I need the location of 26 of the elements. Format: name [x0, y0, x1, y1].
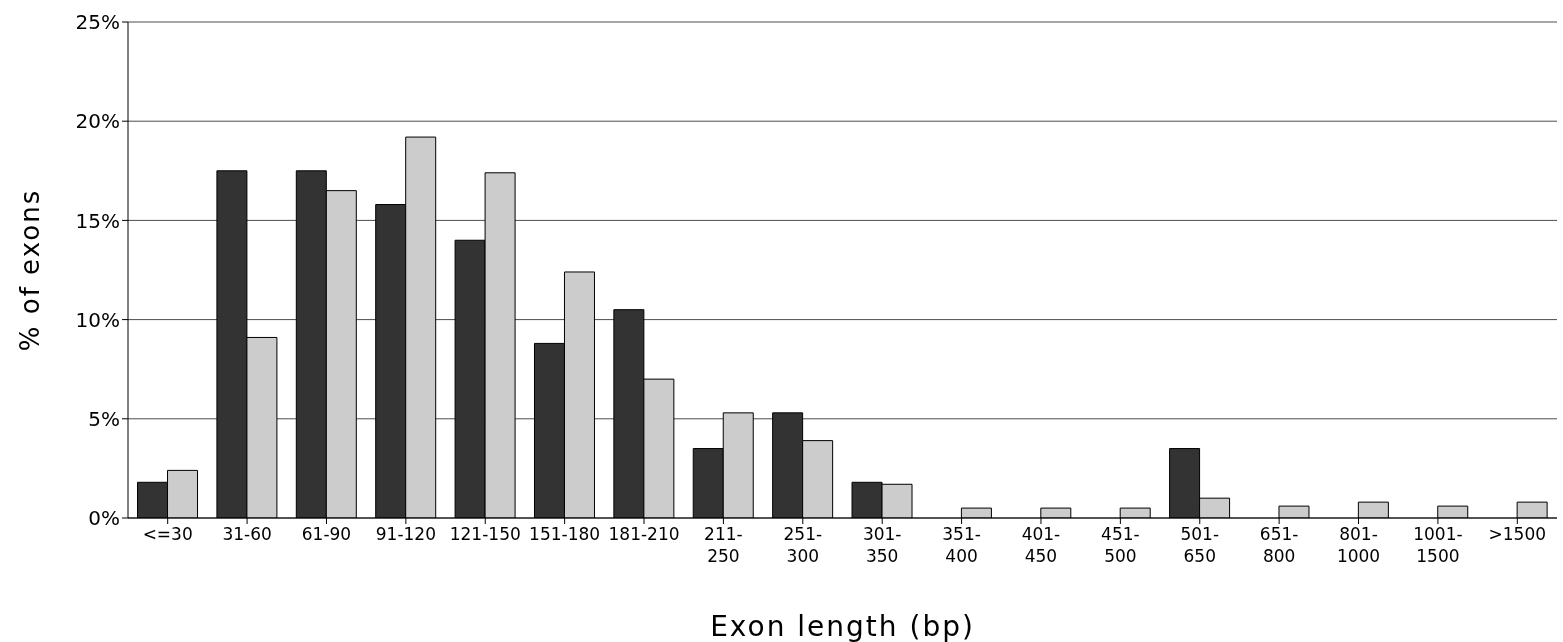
- y-tick-label: 0%: [88, 506, 120, 531]
- x-tick-label: 61-90: [301, 524, 352, 544]
- x-tick-label: 401- 450: [1021, 524, 1061, 566]
- y-tick-label: 15%: [75, 208, 120, 233]
- x-tick-label: 1001- 1500: [1413, 524, 1463, 566]
- y-axis-title: % of exons: [15, 188, 46, 352]
- y-tick-label: 20%: [75, 109, 120, 134]
- x-tick-label: 651- 800: [1259, 524, 1299, 566]
- x-tick-label: 301- 350: [862, 524, 902, 566]
- y-tick-label: 10%: [75, 307, 120, 332]
- x-tick-label: 91-120: [375, 524, 436, 544]
- x-tick-label: 181-210: [608, 524, 680, 544]
- x-tick-label: 251- 300: [783, 524, 823, 566]
- x-tick-label: 451- 500: [1101, 524, 1140, 566]
- y-tick-label: 25%: [75, 10, 120, 35]
- x-tick-label: >1500: [1488, 524, 1547, 544]
- x-tick-label: 211- 250: [704, 524, 743, 566]
- x-tick-label: 31-60: [222, 524, 272, 544]
- x-tick-label: 121-150: [449, 524, 521, 544]
- y-tick-label: 5%: [88, 406, 120, 431]
- x-tick-label: 351- 400: [942, 524, 981, 566]
- x-axis-title: Exon length (bp): [710, 610, 975, 642]
- x-tick-label: 501- 650: [1180, 524, 1220, 566]
- x-tick-label: 801- 1000: [1336, 524, 1381, 566]
- x-tick-label: 151-180: [529, 524, 601, 544]
- x-tick-label: <=30: [142, 524, 193, 544]
